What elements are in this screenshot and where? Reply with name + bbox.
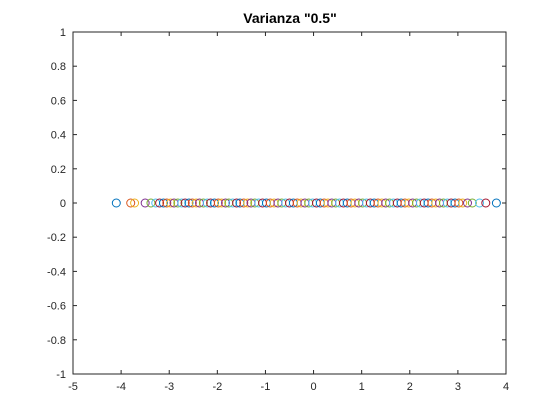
y-tick-label: 0.2 — [51, 164, 66, 176]
x-tick-label: 3 — [455, 381, 461, 393]
y-tick-label: -0.2 — [47, 232, 66, 244]
data-point — [475, 198, 485, 208]
data-point — [162, 198, 172, 208]
y-tick-label: -0.6 — [47, 301, 66, 313]
axes-box — [72, 31, 507, 375]
y-tick-label: 1 — [60, 27, 66, 39]
data-point — [187, 198, 197, 208]
x-tick-label: 4 — [503, 381, 509, 393]
data-point — [221, 198, 231, 208]
data-point — [454, 198, 464, 208]
data-point — [217, 198, 227, 208]
data-point — [458, 198, 468, 208]
y-tick-label: -0.4 — [47, 266, 66, 278]
data-point — [180, 198, 190, 208]
data-point — [140, 198, 150, 208]
data-point — [463, 198, 473, 208]
x-tick-label: 2 — [407, 381, 413, 393]
data-point — [191, 198, 201, 208]
y-tick-label: 0 — [60, 198, 66, 210]
x-tick-label: -4 — [116, 381, 126, 393]
data-point — [146, 198, 156, 208]
x-tick-label: -3 — [164, 381, 174, 393]
data-point — [239, 198, 249, 208]
x-tick-label: 1 — [359, 381, 365, 393]
x-tick-label: -2 — [212, 381, 222, 393]
x-tick-label: 0 — [310, 381, 316, 393]
data-point — [209, 198, 219, 208]
x-tick-label: -1 — [261, 381, 271, 393]
data-point — [184, 198, 194, 208]
data-point — [202, 198, 212, 208]
data-point — [173, 198, 183, 208]
y-axis-ticks: -1 -0.8 -0.6 -0.4 -0.2 0 0.2 0.4 0.6 0.8 1 — [47, 27, 506, 381]
y-tick-label: -0.8 — [47, 335, 66, 347]
y-tick-label: 0.4 — [51, 130, 66, 142]
data-point — [491, 198, 501, 208]
data-point — [228, 198, 238, 208]
data-point — [130, 198, 140, 208]
data-point — [177, 198, 187, 208]
y-tick-label: 0.8 — [51, 61, 66, 73]
data-points — [111, 198, 501, 208]
data-point — [166, 198, 176, 208]
data-point — [481, 198, 491, 208]
data-point — [126, 198, 136, 208]
data-point — [243, 198, 253, 208]
data-point — [213, 198, 223, 208]
x-axis-ticks: -5 -4 -3 -2 -1 0 1 2 3 4 — [68, 32, 509, 393]
data-point — [158, 198, 168, 208]
y-tick-label: -1 — [56, 369, 66, 381]
chart-title: Varianza "0.5" — [243, 10, 336, 26]
x-tick-label: -5 — [68, 381, 78, 393]
y-tick-label: 0.6 — [51, 95, 66, 107]
data-point — [467, 198, 477, 208]
data-point — [232, 198, 242, 208]
data-point — [155, 198, 165, 208]
data-point — [198, 198, 208, 208]
data-point — [111, 198, 121, 208]
